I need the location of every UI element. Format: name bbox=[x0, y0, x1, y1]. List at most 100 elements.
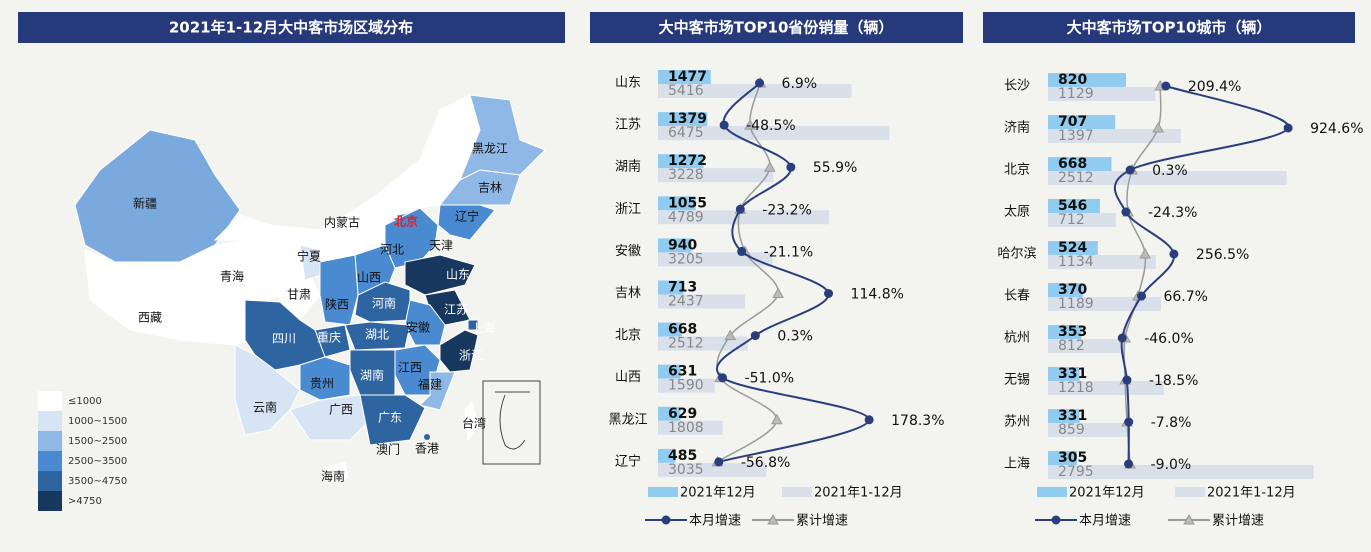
data-label: 55.9% bbox=[813, 160, 857, 176]
bar-value: 2512 bbox=[1058, 170, 1094, 186]
line-point bbox=[744, 119, 756, 130]
bar bbox=[1048, 73, 1126, 87]
bar bbox=[1048, 339, 1126, 353]
title-bar bbox=[590, 12, 963, 43]
category-label: 哈尔滨 bbox=[997, 246, 1036, 262]
bar-value: 1808 bbox=[668, 420, 704, 436]
line-point bbox=[755, 78, 765, 88]
category-label: 北京 bbox=[615, 328, 641, 343]
line-point bbox=[714, 457, 724, 467]
line-point bbox=[771, 413, 783, 425]
category-label: 山东 bbox=[615, 76, 641, 91]
bar bbox=[1048, 367, 1080, 381]
bar bbox=[658, 406, 681, 421]
line-point bbox=[750, 331, 760, 341]
line-point bbox=[1125, 165, 1135, 175]
legend-label: 2021年1-12月 bbox=[1207, 486, 1296, 501]
bar bbox=[1048, 283, 1084, 297]
region bbox=[467, 319, 479, 331]
line-point bbox=[1136, 291, 1146, 301]
bar bbox=[1048, 381, 1164, 395]
bar-value: 668 bbox=[668, 322, 697, 338]
category-label: 北京 bbox=[1004, 163, 1030, 178]
region-label: 安徽 bbox=[406, 320, 430, 335]
category-label: 苏州 bbox=[1004, 414, 1030, 430]
region-label: 山西 bbox=[357, 271, 381, 285]
data-label: 256.5% bbox=[1196, 247, 1249, 263]
data-label: -7.8% bbox=[1151, 415, 1192, 431]
data-label: 114.8% bbox=[851, 287, 904, 303]
bar bbox=[658, 280, 684, 295]
bar-value: 5416 bbox=[668, 83, 704, 99]
legend-swatch bbox=[1037, 487, 1067, 497]
bar-value: 305 bbox=[1058, 450, 1087, 466]
bar bbox=[1048, 199, 1100, 213]
bar-value: 940 bbox=[668, 237, 697, 253]
region-label: 台湾 bbox=[462, 416, 486, 431]
data-label: -56.8% bbox=[741, 455, 791, 471]
bar-value: 6475 bbox=[668, 125, 704, 141]
bar-value: 331 bbox=[1058, 366, 1087, 382]
bar bbox=[658, 84, 852, 98]
line-point bbox=[1117, 333, 1127, 343]
legend-swatch bbox=[38, 431, 62, 451]
bar bbox=[658, 168, 774, 183]
bar-value: 713 bbox=[668, 280, 697, 296]
bar bbox=[1048, 451, 1077, 465]
region-label: 重庆 bbox=[317, 331, 341, 345]
line-point bbox=[724, 329, 737, 341]
bar bbox=[658, 154, 704, 169]
data-label: -46.0% bbox=[1144, 331, 1194, 347]
bar-value: 1134 bbox=[1058, 254, 1094, 270]
data-label: 0.3% bbox=[777, 329, 813, 345]
region-label: 山东 bbox=[446, 268, 470, 282]
bar bbox=[1048, 325, 1082, 339]
data-label: 924.6% bbox=[1310, 121, 1363, 137]
category-label: 湖南 bbox=[615, 159, 641, 175]
bar-value: 1477 bbox=[668, 69, 707, 85]
bar bbox=[658, 210, 830, 225]
bar bbox=[658, 448, 676, 463]
region-label: 新疆 bbox=[133, 196, 157, 211]
line-point bbox=[772, 287, 785, 298]
category-label: 辽宁 bbox=[615, 453, 641, 469]
chart-title: 2021年1-12月大中客市场区域分布 bbox=[169, 19, 413, 37]
title-bar bbox=[983, 12, 1355, 43]
region-label: 甘肃 bbox=[287, 288, 311, 302]
legend-swatch bbox=[1175, 487, 1205, 497]
legend-marker bbox=[767, 513, 779, 525]
bar bbox=[658, 112, 708, 127]
bar-value: 1379 bbox=[668, 111, 707, 127]
bar-value: 331 bbox=[1058, 408, 1087, 424]
region-label: 陕西 bbox=[325, 297, 349, 312]
category-label: 太原 bbox=[1004, 205, 1030, 220]
legend-swatch bbox=[782, 487, 812, 497]
bar-value: 812 bbox=[1058, 338, 1085, 354]
bar-value: 629 bbox=[668, 406, 697, 422]
line-point bbox=[1139, 247, 1151, 259]
bar bbox=[658, 462, 767, 477]
line-point bbox=[1122, 375, 1132, 385]
legend-swatch bbox=[38, 471, 62, 491]
bar-value: 1590 bbox=[668, 378, 704, 394]
region bbox=[464, 400, 479, 442]
legend-swatch bbox=[38, 391, 62, 411]
bar-value: 2512 bbox=[668, 336, 704, 352]
region-label: 澳门 bbox=[376, 442, 400, 457]
bar-value: 546 bbox=[1058, 198, 1087, 214]
region bbox=[344, 321, 411, 351]
region-label: 湖南 bbox=[360, 368, 384, 383]
legend-marker bbox=[661, 515, 671, 525]
category-label: 吉林 bbox=[615, 286, 641, 301]
chart-title: 大中客市场TOP10省份销量（辆） bbox=[659, 19, 894, 37]
bar-value: 353 bbox=[1058, 324, 1087, 340]
bar bbox=[658, 70, 711, 84]
line-point bbox=[824, 289, 834, 298]
bar bbox=[658, 364, 681, 379]
bar-value: 820 bbox=[1058, 72, 1087, 88]
bar-value: 1397 bbox=[1058, 128, 1094, 144]
data-label: -9.0% bbox=[1151, 457, 1192, 473]
category-label: 安徽 bbox=[615, 244, 641, 259]
bar-value: 1218 bbox=[1058, 380, 1094, 396]
